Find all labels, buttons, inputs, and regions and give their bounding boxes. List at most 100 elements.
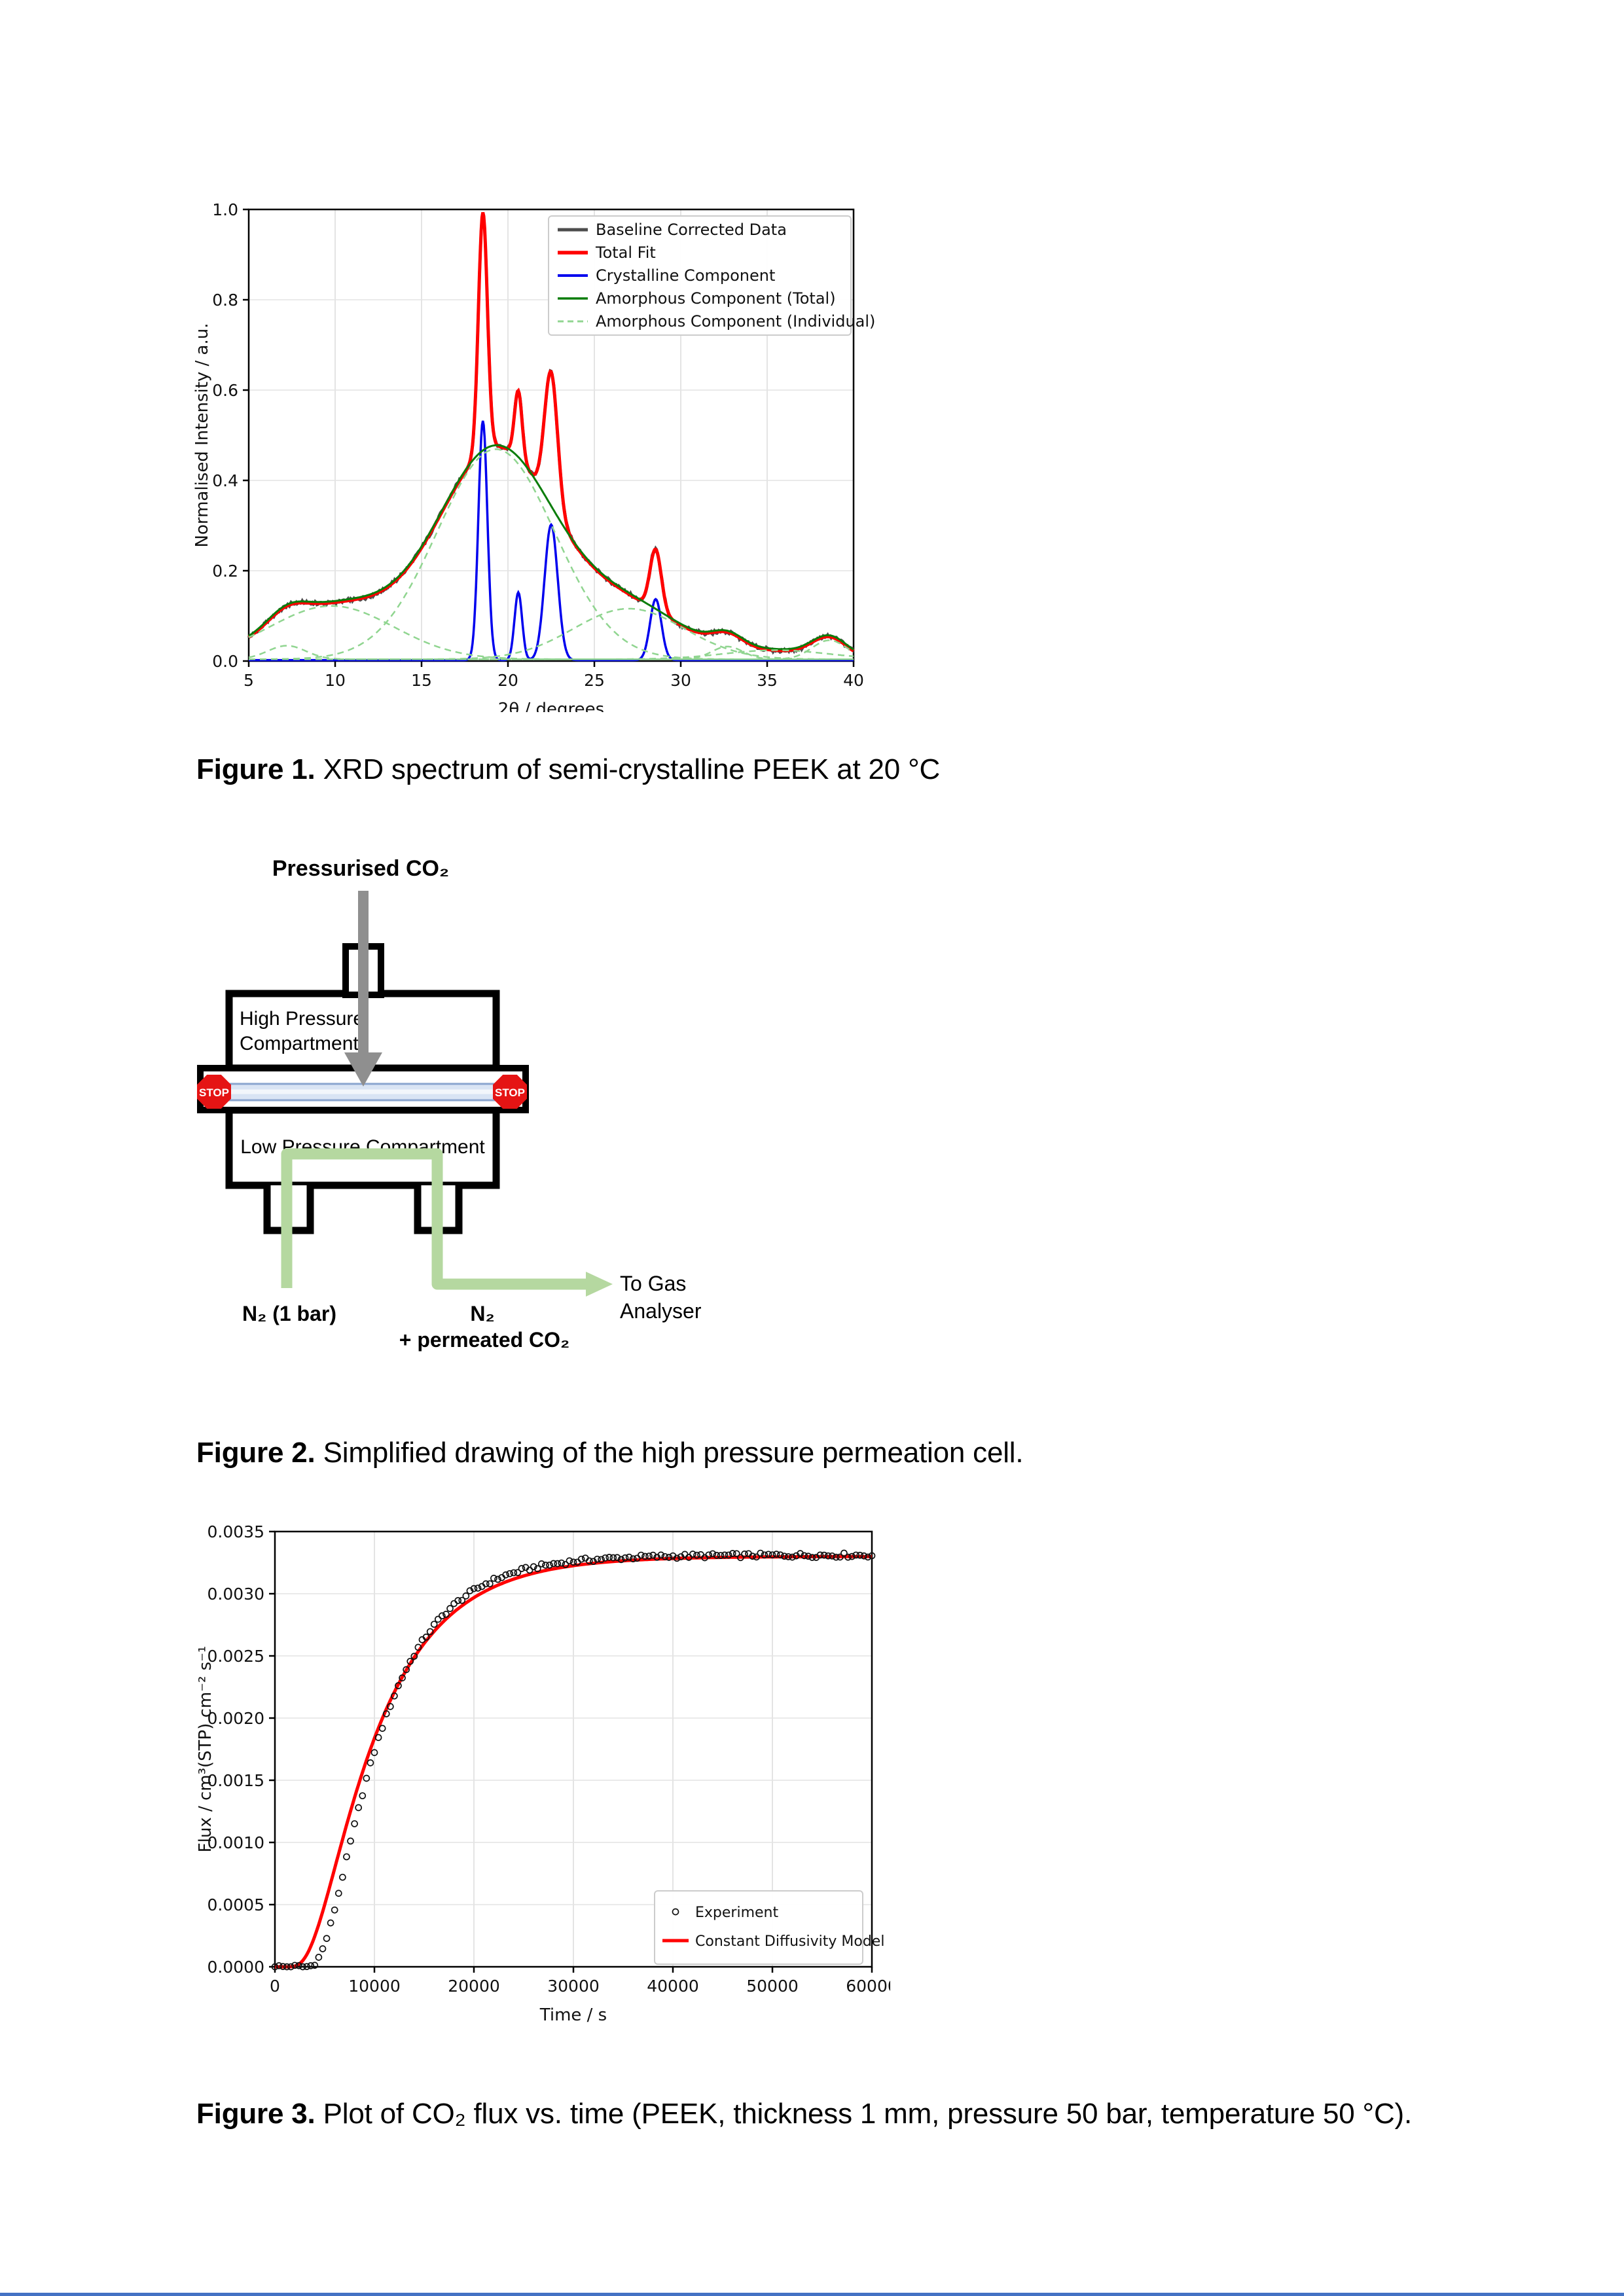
experiment-point (466, 1587, 474, 1594)
experiment-point (832, 1553, 840, 1561)
figure-2-permeation-cell-diagram: Pressurised CO₂ STOP STOP High Pressure … (197, 856, 702, 1352)
svg-text:20000: 20000 (448, 1977, 500, 1996)
experiment-point (530, 1563, 537, 1571)
svg-text:40: 40 (843, 671, 864, 690)
experiment-point (526, 1566, 533, 1574)
experiment-point (625, 1553, 633, 1561)
experiment-point (741, 1551, 748, 1558)
experiment-point (864, 1553, 872, 1561)
experiment-point (613, 1554, 621, 1562)
experiment-point (749, 1552, 756, 1560)
xrd-x-axis-label: 2θ / degrees (498, 700, 604, 712)
tube-arrowhead-icon (586, 1272, 613, 1297)
experiment-point (797, 1550, 804, 1557)
experiment-point (542, 1562, 549, 1569)
svg-text:15: 15 (411, 671, 432, 690)
experiment-point (406, 1657, 414, 1665)
experiment-point (343, 1853, 350, 1861)
experiment-point (363, 1774, 370, 1782)
experiment-point (753, 1553, 761, 1561)
experiment-point (757, 1549, 765, 1557)
figure-2-caption-text: Simplified drawing of the high pressure … (315, 1437, 1024, 1469)
experiment-point (665, 1554, 673, 1561)
svg-text:0.0000: 0.0000 (208, 1958, 264, 1977)
experiment-point (502, 1571, 509, 1579)
experiment-point (689, 1551, 696, 1558)
experiment-point (295, 1962, 302, 1969)
experiment-point (602, 1554, 609, 1562)
experiment-point (506, 1570, 514, 1577)
experiment-point (410, 1653, 418, 1660)
n2-sweep-tube (281, 1148, 586, 1290)
svg-text:0.2: 0.2 (212, 562, 238, 581)
experiment-point (562, 1561, 569, 1568)
experiment-point (649, 1551, 657, 1559)
experiment-point (844, 1553, 852, 1561)
experiment-point (422, 1633, 430, 1641)
svg-text:10: 10 (325, 671, 346, 690)
figure-1-caption-text: XRD spectrum of semi-crystalline PEEK at… (315, 753, 941, 785)
svg-text:5: 5 (244, 671, 254, 690)
experiment-point (598, 1556, 605, 1564)
experiment-point (510, 1569, 518, 1577)
figure-1-caption: Figure 1. XRD spectrum of semi-crystalli… (196, 751, 1309, 787)
experiment-point (386, 1703, 394, 1710)
page-bottom-rule (0, 2293, 1624, 2296)
experiment-point (828, 1552, 836, 1560)
experiment-point (729, 1550, 736, 1557)
series-amorphous-total (248, 444, 854, 651)
experiment-point (554, 1560, 562, 1568)
experiment-point (617, 1556, 625, 1564)
experiment-point (442, 1611, 450, 1618)
svg-text:0.0020: 0.0020 (208, 1709, 264, 1728)
svg-text:20: 20 (497, 671, 518, 690)
svg-text:0.0005: 0.0005 (208, 1895, 264, 1914)
experiment-point (837, 1553, 844, 1561)
legend-label-0: Baseline Corrected Data (596, 221, 787, 239)
low-pressure-box (225, 1106, 500, 1189)
flux-y-axis-label: Flux / cm³(STP) cm⁻² s⁻¹ (196, 1646, 215, 1853)
experiment-point (347, 1837, 354, 1845)
experiment-point (494, 1575, 501, 1583)
experiment-point (852, 1551, 860, 1559)
experiment-point (761, 1551, 768, 1559)
high-pressure-label-line1: High Pressure (240, 1008, 364, 1030)
experiment-point (403, 1666, 410, 1674)
experiment-point (378, 1725, 386, 1732)
experiment-point (546, 1561, 553, 1569)
experiment-point (327, 1919, 334, 1927)
svg-text:25: 25 (584, 671, 605, 690)
experiment-point (331, 1906, 338, 1914)
experiment-point (705, 1551, 713, 1559)
experiment-point (315, 1954, 323, 1961)
flux-legend: Experiment Constant Diffusivity Model (654, 1890, 884, 1965)
xrd-series (247, 212, 855, 662)
experiment-point (856, 1551, 864, 1559)
experiment-point (673, 1554, 681, 1562)
experiment-point (426, 1628, 434, 1636)
figure-2-caption-label: Figure 2. (196, 1437, 316, 1469)
experiment-point (439, 1612, 446, 1620)
svg-text:0.0035: 0.0035 (208, 1522, 264, 1541)
svg-text:50000: 50000 (746, 1977, 799, 1996)
experiment-point (454, 1597, 462, 1604)
to-gas-analyser-label-line2: Analyser (620, 1299, 702, 1323)
experiment-point (275, 1962, 283, 1969)
experiment-point (434, 1615, 442, 1623)
stop-text: STOP (199, 1086, 229, 1099)
experiment-point (776, 1551, 784, 1559)
figure-3-caption-text: Plot of CO₂ flux vs. time (PEEK, thickne… (315, 2098, 1413, 2130)
experiment-point (319, 1945, 327, 1952)
svg-text:35: 35 (757, 671, 778, 690)
figure-1-caption-label: Figure 1. (196, 753, 316, 785)
experiment-point (765, 1551, 772, 1558)
experiment-point (780, 1552, 788, 1560)
stop-octagon-icon (197, 1075, 231, 1109)
legend-label-model: Constant Diffusivity Model (695, 1933, 884, 1950)
legend-label-3: Amorphous Component (Total) (596, 289, 836, 308)
experiment-point (848, 1552, 856, 1560)
experiment-point (351, 1820, 358, 1827)
svg-text:0.0030: 0.0030 (208, 1585, 264, 1604)
